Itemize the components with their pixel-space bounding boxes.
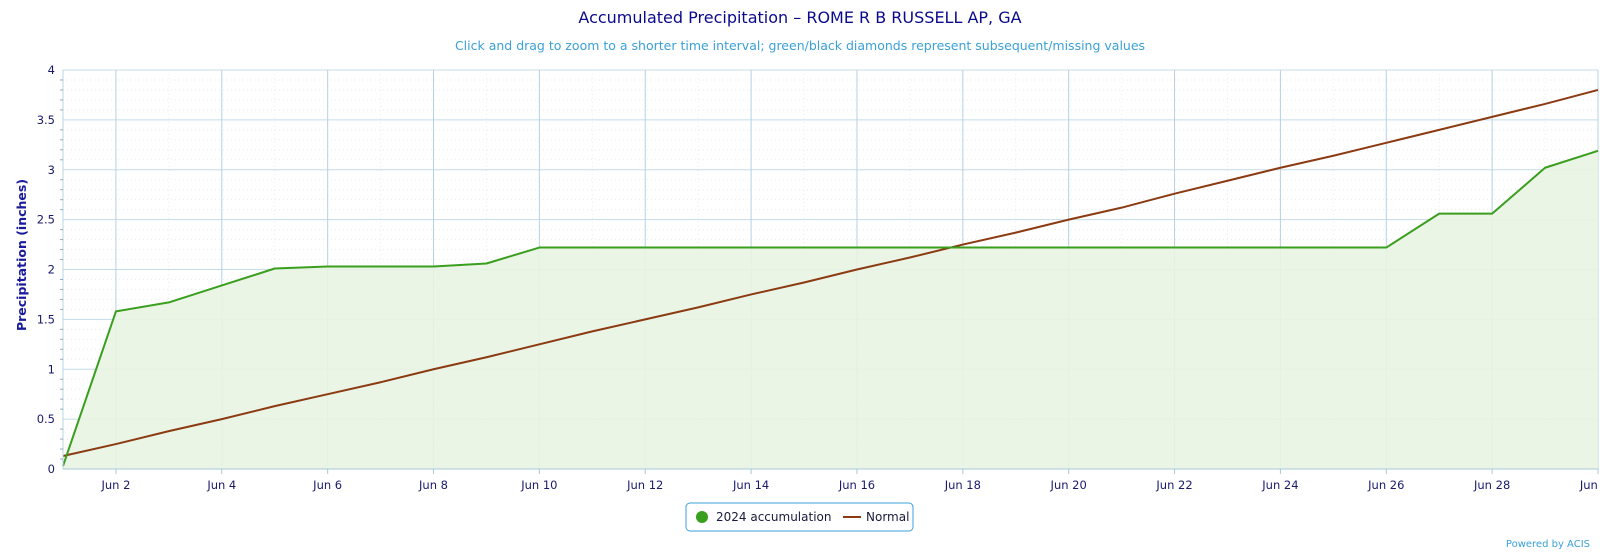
x-tick-label: Jun 16 xyxy=(838,478,875,492)
point-normal[interactable] xyxy=(1383,140,1389,146)
point-2024-accumulation[interactable] xyxy=(854,245,860,251)
area-2024-accumulation xyxy=(63,150,1598,470)
point-normal[interactable] xyxy=(536,341,542,347)
x-tick-label: Jun 2 xyxy=(100,478,130,492)
x-tick-label: Jun 18 xyxy=(944,478,981,492)
x-tick-label: Jun 4 xyxy=(206,478,236,492)
point-2024-accumulation[interactable] xyxy=(907,245,913,251)
legend-item-normal[interactable]: Normal xyxy=(843,510,909,524)
y-axis-ticks: 0 0.5 1 1.5 2 2.5 3 3.5 4 xyxy=(37,63,63,476)
chart-title: Accumulated Precipitation – ROME R B RUS… xyxy=(578,8,1021,27)
legend-label-2024: 2024 accumulation xyxy=(716,510,831,524)
point-2024-accumulation[interactable] xyxy=(272,266,278,272)
point-2024-accumulation[interactable] xyxy=(1330,245,1336,251)
point-2024-accumulation[interactable] xyxy=(748,245,754,251)
point-normal[interactable] xyxy=(1436,127,1442,133)
x-tick-label: Jun 22 xyxy=(1155,478,1192,492)
y-tick-label: 2.5 xyxy=(37,213,55,227)
point-normal[interactable] xyxy=(960,242,966,248)
point-2024-accumulation[interactable] xyxy=(1436,211,1442,217)
x-tick-label: Jun 28 xyxy=(1473,478,1510,492)
y-tick-label: 1.5 xyxy=(37,312,55,326)
point-normal[interactable] xyxy=(642,316,648,322)
x-tick-label: Jun 12 xyxy=(626,478,663,492)
point-normal[interactable] xyxy=(166,428,172,434)
point-2024-accumulation[interactable] xyxy=(589,245,595,251)
point-normal[interactable] xyxy=(1172,191,1178,197)
y-tick-label: 3.5 xyxy=(37,113,55,127)
y-tick-label: 2 xyxy=(48,263,55,277)
point-2024-accumulation[interactable] xyxy=(113,308,119,314)
point-normal[interactable] xyxy=(907,255,913,261)
point-2024-accumulation[interactable] xyxy=(1013,245,1019,251)
line-normal[interactable] xyxy=(62,88,1599,458)
x-tick-label: Jun 26 xyxy=(1367,478,1404,492)
legend-label-normal: Normal xyxy=(866,510,909,524)
y-tick-label: 0.5 xyxy=(37,412,55,426)
point-normal[interactable] xyxy=(801,279,807,285)
legend-box xyxy=(685,502,914,532)
point-normal[interactable] xyxy=(378,379,384,385)
point-normal[interactable] xyxy=(854,267,860,273)
x-tick-label: Jun 14 xyxy=(732,478,769,492)
credit-link[interactable]: Powered by ACIS xyxy=(1506,539,1590,550)
plot-area[interactable] xyxy=(60,69,1600,470)
point-normal[interactable] xyxy=(695,304,701,310)
point-2024-accumulation[interactable] xyxy=(219,282,225,288)
point-normal[interactable] xyxy=(1224,178,1230,184)
series-layer xyxy=(62,88,1599,470)
point-normal[interactable] xyxy=(748,291,754,297)
x-axis-ticks: Jun 2 Jun 4 Jun 6 Jun 8 Jun 10 Jun 12 Jun 14 Ju… xyxy=(100,469,1600,492)
point-2024-accumulation[interactable] xyxy=(536,245,542,251)
legend-item-2024-accumulation[interactable]: 2024 accumulation xyxy=(696,510,831,524)
y-tick-label: 1 xyxy=(48,362,55,376)
point-2024-accumulation[interactable] xyxy=(431,264,437,270)
point-2024-accumulation[interactable] xyxy=(1489,211,1495,217)
y-tick-label: 0 xyxy=(48,462,55,476)
point-2024-accumulation[interactable] xyxy=(1224,245,1230,251)
x-tick-label: Jun 24 xyxy=(1261,478,1298,492)
x-tick-label: Jun 20 xyxy=(1050,478,1087,492)
point-normal[interactable] xyxy=(1542,101,1548,107)
point-2024-accumulation[interactable] xyxy=(1066,245,1072,251)
y-tick-label: 4 xyxy=(48,63,55,77)
point-2024-accumulation[interactable] xyxy=(378,264,384,270)
point-2024-accumulation[interactable] xyxy=(695,245,701,251)
point-normal[interactable] xyxy=(325,391,331,397)
legend-marker-green-circle xyxy=(696,511,708,523)
point-2024-accumulation[interactable] xyxy=(1172,245,1178,251)
point-normal[interactable] xyxy=(1013,230,1019,236)
point-normal[interactable] xyxy=(1119,205,1125,211)
point-normal[interactable] xyxy=(113,441,119,447)
point-2024-accumulation[interactable] xyxy=(1119,245,1125,251)
point-normal[interactable] xyxy=(1066,217,1072,223)
x-tick-label: Jun 10 xyxy=(520,478,557,492)
legend[interactable]: 2024 accumulation Normal xyxy=(685,502,914,532)
point-normal[interactable] xyxy=(483,354,489,360)
x-tick-label: Jun 6 xyxy=(312,478,342,492)
point-2024-accumulation[interactable] xyxy=(166,299,172,305)
point-2024-accumulation[interactable] xyxy=(1277,245,1283,251)
point-normal[interactable] xyxy=(1489,114,1495,120)
chart-subtitle: Click and drag to zoom to a shorter time… xyxy=(455,38,1145,53)
point-2024-accumulation[interactable] xyxy=(1542,165,1548,171)
point-2024-accumulation[interactable] xyxy=(642,245,648,251)
point-2024-accumulation[interactable] xyxy=(483,261,489,267)
point-normal[interactable] xyxy=(219,416,225,422)
x-tick-label: Jun 30 xyxy=(1579,478,1600,492)
point-normal[interactable] xyxy=(1330,153,1336,159)
y-tick-label: 3 xyxy=(48,163,55,177)
point-normal[interactable] xyxy=(589,328,595,334)
x-tick-label: Jun 8 xyxy=(418,478,448,492)
point-normal[interactable] xyxy=(1277,165,1283,171)
point-2024-accumulation[interactable] xyxy=(1383,245,1389,251)
point-normal[interactable] xyxy=(431,366,437,372)
y-axis-label: Precipitation (inches) xyxy=(14,179,29,331)
point-2024-accumulation[interactable] xyxy=(325,264,331,270)
point-2024-accumulation[interactable] xyxy=(801,245,807,251)
line-2024-accumulation[interactable] xyxy=(62,149,1599,467)
point-normal[interactable] xyxy=(272,403,278,409)
